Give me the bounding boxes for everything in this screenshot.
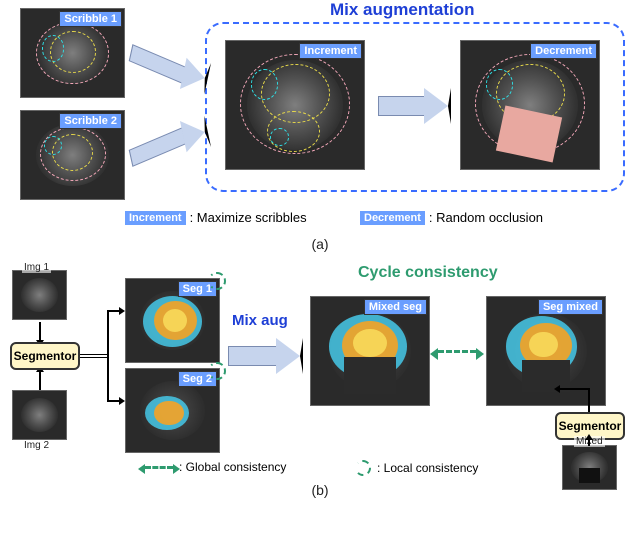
segmentor-split-down: [107, 356, 109, 402]
mixedseg-occlusion: [344, 357, 396, 394]
decrement-tag: Decrement: [530, 43, 597, 59]
seg1-scan: Seg 1: [125, 278, 220, 363]
img1-label: Img 1: [22, 262, 51, 273]
legend-local-text: : Local consistency: [377, 461, 478, 475]
img2-label: Img 2: [22, 440, 51, 451]
legend-global-text: : Global consistency: [179, 460, 286, 474]
mixedseg-tag: Mixed seg: [364, 299, 427, 315]
legend-inc-text: : Maximize scribbles: [190, 210, 307, 225]
segmentor-left-label: Segmentor: [14, 349, 77, 363]
arrow-img2-seg: [39, 372, 41, 390]
local-dot-seg2: [208, 362, 226, 380]
caption-b: (b): [0, 478, 640, 502]
global-consistency-icon: [145, 466, 173, 469]
arrow-seg-mixed-head: [276, 338, 303, 374]
mix-aug-b-title: Mix aug: [232, 312, 288, 329]
global-consistency-arrow: [438, 350, 476, 353]
panel-a: Mix augmentation Scribble 1 Scribble 2 I…: [0, 0, 640, 250]
arrow-seg-to-mixed: [228, 346, 278, 366]
arrow-mixed-to-seg: [588, 440, 590, 446]
legend-local: : Local consistency: [355, 460, 478, 476]
local-consistency-icon: [355, 460, 371, 476]
scribble1-tag: Scribble 1: [59, 11, 122, 27]
scribble1-scan: Scribble 1: [20, 8, 125, 98]
img1-scan: [12, 270, 67, 320]
decrement-scan: Decrement: [460, 40, 600, 170]
arrow-segmentor-right-out: [588, 388, 590, 412]
segmentor-split-up: [107, 310, 109, 356]
occlusion-patch: [495, 106, 561, 163]
panel-b: Img 1 Img 2 Segmentor Seg 1 Seg 2 Mix au…: [0, 260, 640, 495]
img2-scan: [12, 390, 67, 440]
legend-inc-chip: Increment: [125, 211, 186, 225]
arrow-inc-to-dec: [378, 96, 426, 116]
mixedseg-scan: Mixed seg: [310, 296, 430, 406]
legend-global: : Global consistency: [145, 460, 286, 474]
cycle-title: Cycle consistency: [358, 264, 498, 282]
scribble2-tag: Scribble 2: [59, 113, 122, 129]
segmentor-right-label: Segmentor: [559, 419, 622, 433]
arrow-img1-seg: [39, 322, 41, 340]
segmentor-to-seg2: [107, 400, 119, 402]
legend-increment: Increment : Maximize scribbles: [125, 210, 307, 225]
increment-tag: Increment: [299, 43, 362, 59]
arrow-segmentor-right-h: [560, 388, 588, 390]
arrow-s1-to-inc: [129, 44, 187, 84]
legend-dec-chip: Decrement: [360, 211, 425, 225]
legend-decrement: Decrement : Random occlusion: [360, 210, 543, 225]
local-dot-seg1: [208, 272, 226, 290]
segmixed-tag: Seg mixed: [538, 299, 603, 315]
segmentor-left: Segmentor: [10, 342, 80, 370]
segmentor-to-seg1: [107, 310, 119, 312]
scribble2-scan: Scribble 2: [20, 110, 125, 200]
arrow-inc-dec-head: [424, 88, 451, 124]
segmentor-out-line: [80, 354, 108, 358]
increment-scan: Increment: [225, 40, 365, 170]
legend-dec-text: : Random occlusion: [429, 210, 543, 225]
seg2-scan: Seg 2: [125, 368, 220, 453]
arrow-s2-to-inc: [129, 127, 187, 167]
caption-a: (a): [0, 232, 640, 256]
mix-aug-title: Mix augmentation: [330, 0, 475, 20]
